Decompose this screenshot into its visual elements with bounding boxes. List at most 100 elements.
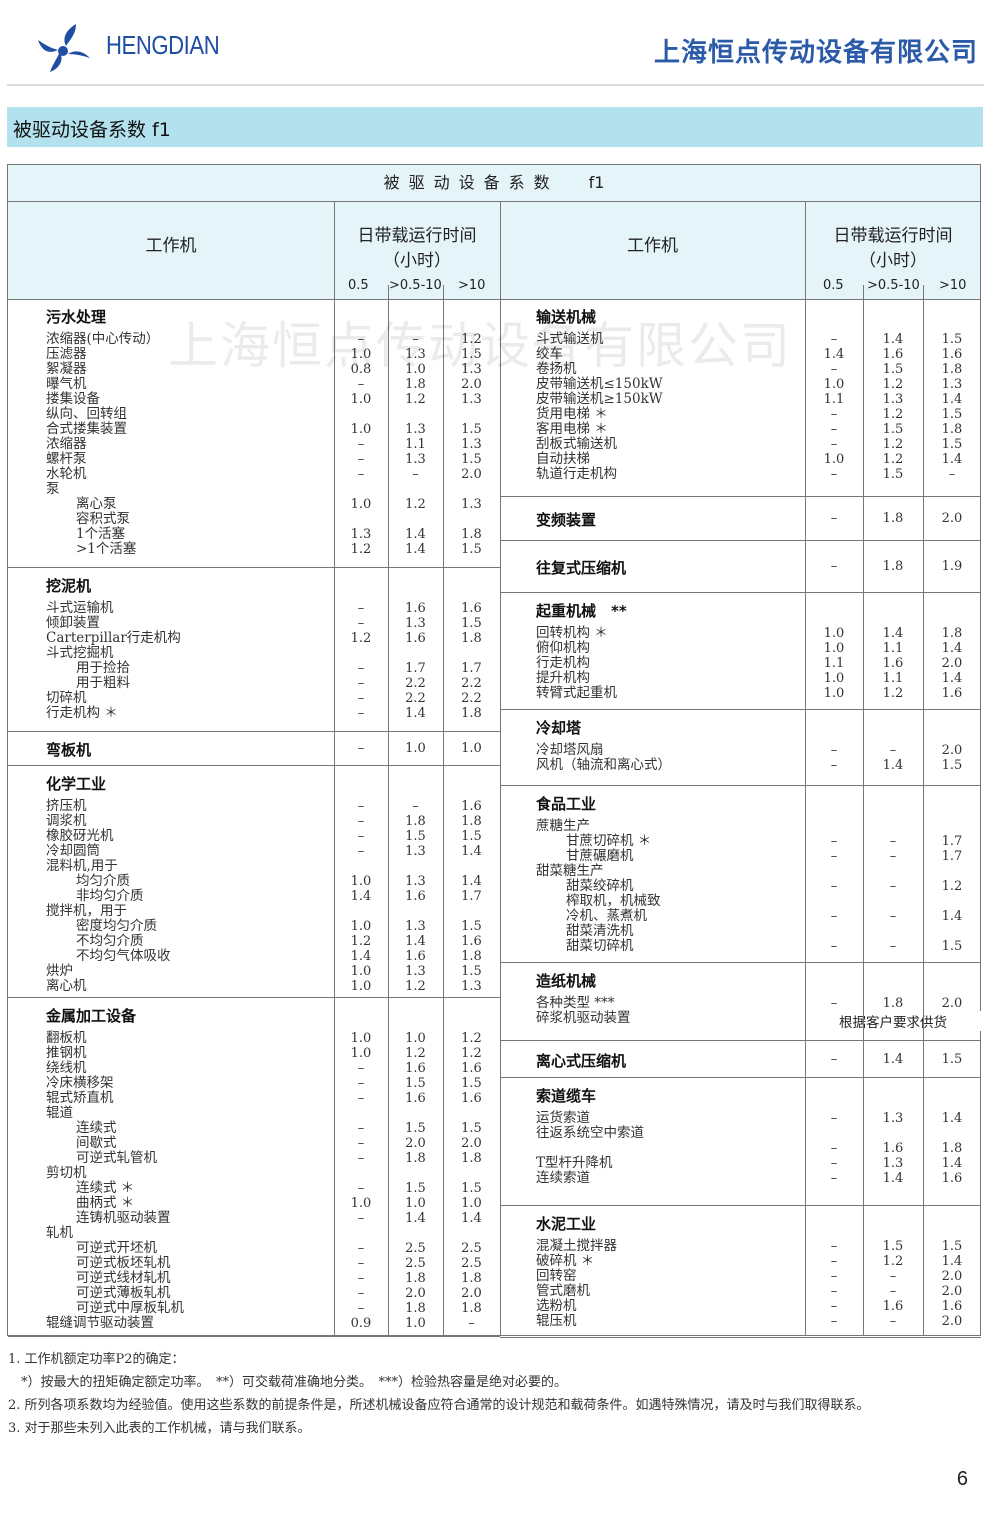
machine-label: 往返系统空中索道 [536, 1125, 644, 1141]
machine-label: 搅拌机，用于 [46, 903, 127, 919]
company-name: 上海恒点传动设备有限公司 [653, 38, 978, 68]
table-row: 泵 [8, 482, 500, 497]
coefficient-value: – [830, 996, 838, 1011]
section-title: 化学工业 [46, 775, 107, 793]
header-time-label: 日带载运行时间 [833, 226, 953, 246]
note: 2. 所列各项系数均为经验值。使用这些系数的前提条件是，所述机械设备应符合通常的… [8, 1398, 870, 1413]
coefficient-value: 1.3 [461, 362, 482, 377]
column-divider [334, 201, 335, 1335]
machine-label: 均匀介质 [76, 873, 130, 889]
coefficient-value: 1.0 [823, 626, 845, 641]
table-row: Carterpillar行走机构 1.2 1.6 1.8 [8, 630, 500, 647]
coefficient-value: 1.5 [941, 939, 963, 954]
coefficient-value: – [357, 676, 365, 691]
brand-name: HENGDIAN [106, 30, 220, 60]
header-time-unit: （小时） [383, 251, 451, 271]
header-time-right: 日带载运行时间 （小时） 0.5 >0.5-10 >10 [805, 201, 981, 299]
coefficient-value: 1.4 [823, 347, 845, 362]
coefficient-value: 1.3 [461, 979, 482, 994]
coefficient-value: – [830, 834, 838, 849]
table-section: 变频装置 – 1.8 2.0 [500, 497, 981, 541]
machine-label: 斗式挖掘机 [46, 645, 114, 661]
machine-label: 间歇式 [76, 1135, 117, 1151]
coefficient-value: 2.5 [461, 1256, 482, 1271]
machine-label: 纵向、回转组 [46, 406, 127, 422]
machine-label: 密度均匀介质 [76, 918, 157, 934]
machine-label: 蔗糖生产 [536, 818, 590, 834]
coefficient-value: – [357, 1286, 365, 1301]
coefficient-value: – [357, 814, 365, 829]
table-row: 纵向、回转组 [8, 407, 500, 422]
coefficient-value: – [889, 743, 897, 758]
coefficient-value: – [357, 1241, 365, 1256]
coefficient-value: – [357, 1136, 365, 1151]
header-time-label: 日带载运行时间 [357, 226, 477, 246]
machine-label: Carterpillar行走机构 [46, 630, 181, 646]
section-title: 水泥工业 [536, 1215, 597, 1233]
coefficient-value: 1.4 [941, 452, 963, 467]
coefficient-value: 1.4 [941, 1156, 963, 1171]
coefficient-value: 1.8 [882, 996, 904, 1011]
coefficient-value: 1.3 [461, 392, 482, 407]
machine-label: 俯仰机构 [536, 640, 590, 656]
coefficient-value: 1.5 [405, 1076, 426, 1091]
coefficient-value: 1.3 [405, 347, 426, 362]
machine-label: 浓缩器(中心传动） [46, 331, 160, 347]
note: *）按最大的扭矩确定额定功率。 **）可交载荷准确地分类。 ***）检验热容量是… [8, 1375, 568, 1390]
machine-label: T型杆升降机 [536, 1155, 613, 1171]
machine-label: 离心泵 [76, 496, 117, 512]
table-row: 往返系统空中索道 [500, 1126, 981, 1141]
coefficient-value: 1.8 [405, 814, 426, 829]
coefficient-value: 1.2 [882, 452, 904, 467]
coefficient-value: 1.7 [461, 661, 482, 676]
machine-label: 混凝土搅拌器 [536, 1238, 617, 1254]
table-section: 索道缆车 运货索道 –1.3 1.4 往返系统空中索道 –1.6 1.8 T型杆升降机 –1.3… [500, 1078, 981, 1206]
subcol-2: >10 [458, 278, 486, 293]
table-row: 浓缩器 – 1.1 1.3 [8, 437, 500, 453]
table-row: 密度均匀介质 1.0 1.3 1.5 [8, 918, 500, 935]
coefficient-value: 1.5 [882, 467, 904, 482]
table-row: 斗式输送机 – 1.4 1.5 [500, 332, 981, 348]
coefficient-value: – [830, 758, 838, 773]
coefficient-value: 1.7 [941, 834, 963, 849]
coefficient-value: 1.2 [405, 497, 426, 512]
coefficient-value: – [357, 829, 365, 844]
coefficient-value: 1.0 [823, 686, 845, 701]
table-section: 污水处理 浓缩器(中心传动） – –1.2 压滤器 1.0 1.3 1.5 絮凝器 0.8 1.0 1… [8, 299, 500, 568]
machine-label: 1个活塞 [76, 526, 126, 542]
machine-label: 刮板式输送机 [536, 436, 617, 452]
table-row: 甜菜切碎机 – – 1.5 [500, 939, 981, 955]
coefficient-value: 1.3 [882, 1111, 904, 1126]
coefficient-value: 1.0 [405, 1031, 426, 1046]
table-section: 挖泥机 斗式运输机 –1.6 1.6 倾卸装置 –1.3 1.5 Carterpillar行走… [8, 568, 500, 732]
coefficient-value: 1.8 [941, 626, 963, 641]
table-row: 提升机构 1.0 1.1 1.4 [500, 671, 981, 687]
machine-label: 水轮机 [46, 466, 87, 482]
coefficient-value: 1.8 [882, 559, 904, 574]
coefficient-value: 1.3 [405, 422, 426, 437]
section-title: 食品工业 [536, 795, 597, 813]
machine-label: >1个活塞 [76, 541, 137, 557]
coefficient-value: 1.6 [882, 347, 904, 362]
coefficient-value: – [830, 407, 838, 422]
coefficient-value: – [830, 511, 838, 526]
table-row: 切碎机 – 2.2 2.2 [8, 691, 500, 707]
table-section: 造纸机械 各种类型 *** – 1.8 2.0 碎浆机驱动装置 根据客户要求供货 [500, 963, 981, 1041]
table-row: 连铸机驱动装置 – 1.4 1.4 [8, 1211, 500, 1227]
section-title: 造纸机械 [536, 972, 597, 990]
machine-label: 剪切机 [46, 1165, 87, 1181]
coefficient-value: – [830, 1269, 838, 1284]
machine-label: 客用电梯 ＊ [536, 421, 608, 437]
coefficient-value: 1.6 [461, 934, 482, 949]
coefficient-value: – [830, 1171, 838, 1186]
coefficient-value: 1.4 [882, 758, 904, 773]
coefficient-value: – [357, 799, 365, 814]
coefficient-value: 1.8 [461, 706, 482, 721]
machine-label: 连续式 ＊ [76, 1180, 135, 1196]
coefficient-value: 2.0 [941, 1314, 963, 1329]
machine-label: 不均匀气体吸收 [76, 948, 171, 964]
coefficient-value: 1.8 [461, 631, 482, 646]
coefficient-value: 1.2 [461, 1046, 482, 1061]
column-divider [443, 285, 444, 1335]
coefficient-value: 0.9 [350, 1316, 372, 1331]
